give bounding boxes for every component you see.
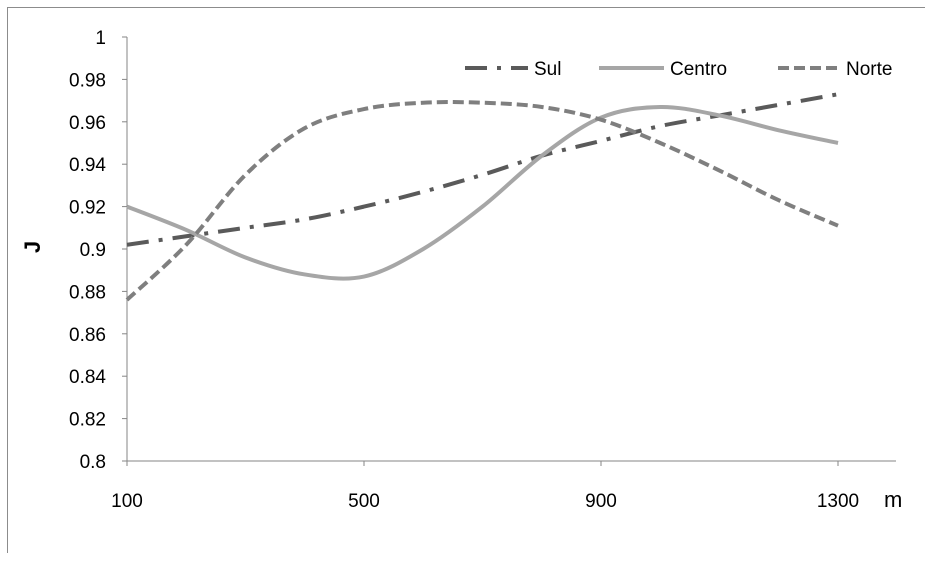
y-tick-label: 1 [95, 28, 106, 49]
y-tick-label: 0.96 [69, 113, 106, 134]
x-tick-label: 500 [348, 491, 380, 512]
y-tick-label: 0.98 [69, 70, 106, 91]
y-tick-label: 0.94 [69, 155, 106, 176]
legend-label-sul: Sul [534, 59, 561, 80]
x-axis-title: m [884, 487, 902, 512]
y-tick-label: 0.8 [80, 452, 106, 473]
legend: Sul Centro Norte [465, 59, 892, 80]
y-tick-label: 0.9 [80, 240, 106, 261]
x-tick-label: 100 [111, 491, 143, 512]
y-tick-label: 0.88 [69, 282, 106, 303]
series-lines [125, 92, 839, 302]
y-tick-label: 0.84 [69, 367, 106, 388]
y-tick-label: 0.92 [69, 198, 106, 219]
legend-label-centro: Centro [670, 59, 727, 80]
x-tick-label: 900 [585, 491, 617, 512]
chart-border [7, 7, 925, 553]
series-line-centro [126, 104, 839, 281]
axes: 0.8 0.82 0.84 0.86 0.88 0.9 0.92 0.94 0.96 0.98 1 1… [69, 28, 896, 512]
y-tick-label: 0.82 [69, 410, 106, 431]
series-line-norte [125, 100, 839, 302]
y-axis-title: J [20, 241, 45, 253]
y-tick-label: 0.86 [69, 325, 106, 346]
legend-label-norte: Norte [846, 59, 892, 80]
x-tick-label: 1300 [817, 491, 859, 512]
